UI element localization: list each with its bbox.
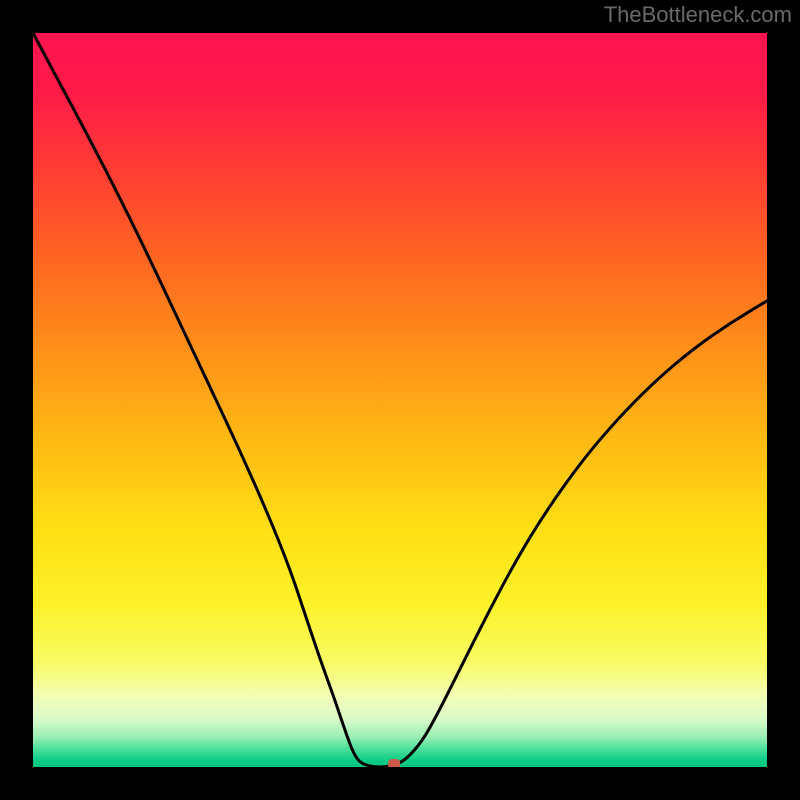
- bottleneck-chart-figure: TheBottleneck.com: [0, 0, 800, 800]
- plot-background: [33, 33, 767, 767]
- frame-left: [0, 0, 33, 800]
- frame-bottom: [0, 767, 800, 800]
- frame-right: [767, 0, 800, 800]
- watermark-text: TheBottleneck.com: [604, 2, 792, 27]
- chart-svg: TheBottleneck.com: [0, 0, 800, 800]
